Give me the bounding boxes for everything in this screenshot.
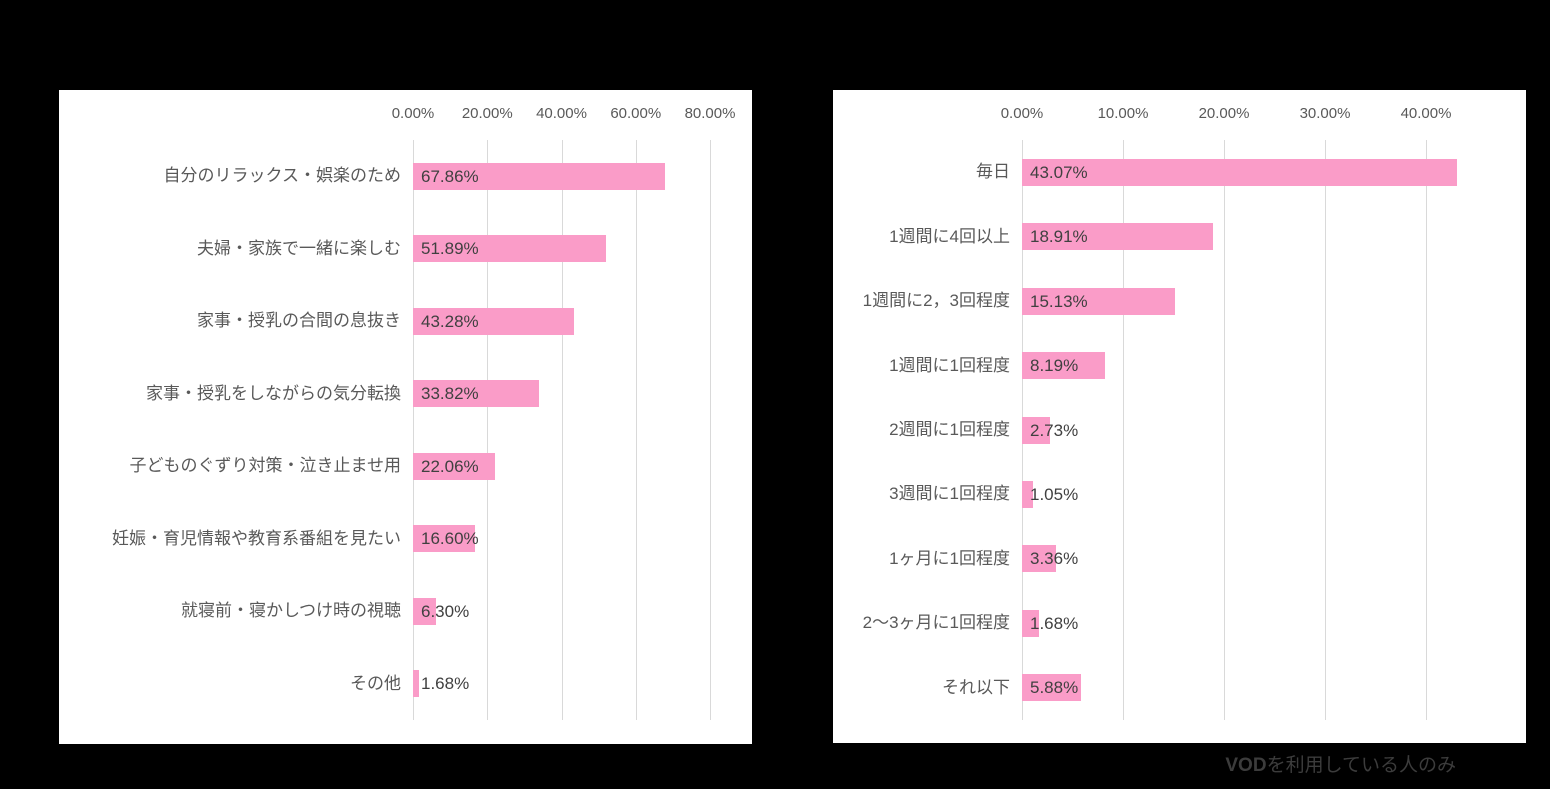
data-label: 1.05% xyxy=(1030,484,1079,504)
x-axis-tick-label: 10.00% xyxy=(1097,105,1149,122)
bar xyxy=(1022,609,1039,637)
bar xyxy=(413,307,574,335)
data-label: 8.19% xyxy=(1030,356,1079,376)
category-label: 2〜3ヶ月に1回程度 xyxy=(862,613,1010,633)
category-label: 1ヶ月に1回程度 xyxy=(889,548,1010,568)
x-axis-tick-label: 20.00% xyxy=(461,105,513,122)
bar xyxy=(1022,480,1033,508)
gridline xyxy=(487,140,489,720)
footnote-text: を利用している人のみ xyxy=(1266,755,1456,776)
bar xyxy=(413,380,539,408)
data-label: 15.13% xyxy=(1030,291,1088,311)
bar xyxy=(413,670,419,698)
data-label: 16.60% xyxy=(421,529,479,549)
category-label: 2週間に1回程度 xyxy=(889,420,1010,439)
category-label: 自分のリラックス・娯楽のため xyxy=(163,166,402,186)
category-label: その他 xyxy=(350,673,401,693)
x-axis-tick-label: 80.00% xyxy=(684,105,736,122)
data-label: 6.30% xyxy=(421,601,470,621)
bar xyxy=(413,235,606,263)
category-label: 毎日 xyxy=(976,162,1010,182)
x-axis-tick-label: 0.00% xyxy=(1000,105,1044,122)
data-label: 2.73% xyxy=(1030,420,1079,440)
data-label: 51.89% xyxy=(421,239,479,259)
chart-panel-vod-purpose: 0.00% 20.00% 40.00% 60.00% 80.00% 自分のリラックス・娯楽… xyxy=(59,90,752,744)
gridline xyxy=(561,140,563,720)
data-label: 43.28% xyxy=(421,311,479,331)
gridline xyxy=(1325,140,1326,720)
category-label: 妊娠・育児情報や教育系番組を見たい xyxy=(112,528,401,548)
x-axis-tick-label: 40.00% xyxy=(536,105,587,122)
category-label: 就寝前・寝かしつけ時の視聴 xyxy=(181,601,401,621)
bar xyxy=(1022,287,1175,315)
data-label: 5.88% xyxy=(1030,678,1079,698)
bar xyxy=(413,597,436,625)
bar xyxy=(1022,674,1081,702)
bar xyxy=(1022,223,1213,251)
bar xyxy=(1022,158,1457,186)
category-label: 1週間に1回程度 xyxy=(889,355,1010,375)
x-axis-tick-label: 60.00% xyxy=(610,105,662,122)
data-label: 43.07% xyxy=(1030,162,1088,182)
data-label: 3.36% xyxy=(1030,549,1079,569)
category-label: 家事・授乳をしながらの気分転換 xyxy=(146,383,401,403)
data-label: 33.82% xyxy=(421,384,479,404)
gridline xyxy=(1426,140,1427,720)
bar xyxy=(1022,545,1056,573)
bar xyxy=(1022,352,1105,380)
gridline xyxy=(710,140,711,720)
category-label: 子どものぐずり対策・泣き止ませ用 xyxy=(129,456,402,476)
bar xyxy=(413,525,475,553)
gridline xyxy=(1123,140,1124,720)
data-label: 1.68% xyxy=(1030,613,1079,633)
data-label: 18.91% xyxy=(1030,227,1088,247)
chart-panel-vod-frequency: 0.00% 10.00% 20.00% 30.00% 40.00% 毎日 43.07% 1週間… xyxy=(833,90,1526,743)
gridline xyxy=(1224,140,1225,720)
x-axis-tick-label: 30.00% xyxy=(1299,105,1351,122)
data-label: 1.68% xyxy=(421,674,470,694)
footnote: VODを利用している人のみ xyxy=(1100,750,1456,777)
category-label: 夫婦・家族で一緒に楽しむ xyxy=(197,238,401,258)
category-label: 1週間に2，3回程度 xyxy=(862,291,1010,311)
gridline xyxy=(635,140,637,720)
bar xyxy=(413,162,665,190)
category-label: 1週間に4回以上 xyxy=(889,226,1010,246)
category-label: 3週間に1回程度 xyxy=(889,484,1010,504)
bar xyxy=(1022,416,1050,444)
x-axis-tick-label: 0.00% xyxy=(391,105,435,122)
footnote-vod-label: VOD xyxy=(1225,755,1267,776)
bar xyxy=(413,452,495,480)
gridline xyxy=(413,140,414,720)
category-label: それ以下 xyxy=(942,677,1010,697)
data-label: 67.86% xyxy=(421,166,479,186)
category-label: 家事・授乳の合間の息抜き xyxy=(197,311,401,331)
data-label: 22.06% xyxy=(421,456,479,476)
x-axis-tick-label: 40.00% xyxy=(1400,105,1452,122)
x-axis-tick-label: 20.00% xyxy=(1198,105,1250,122)
